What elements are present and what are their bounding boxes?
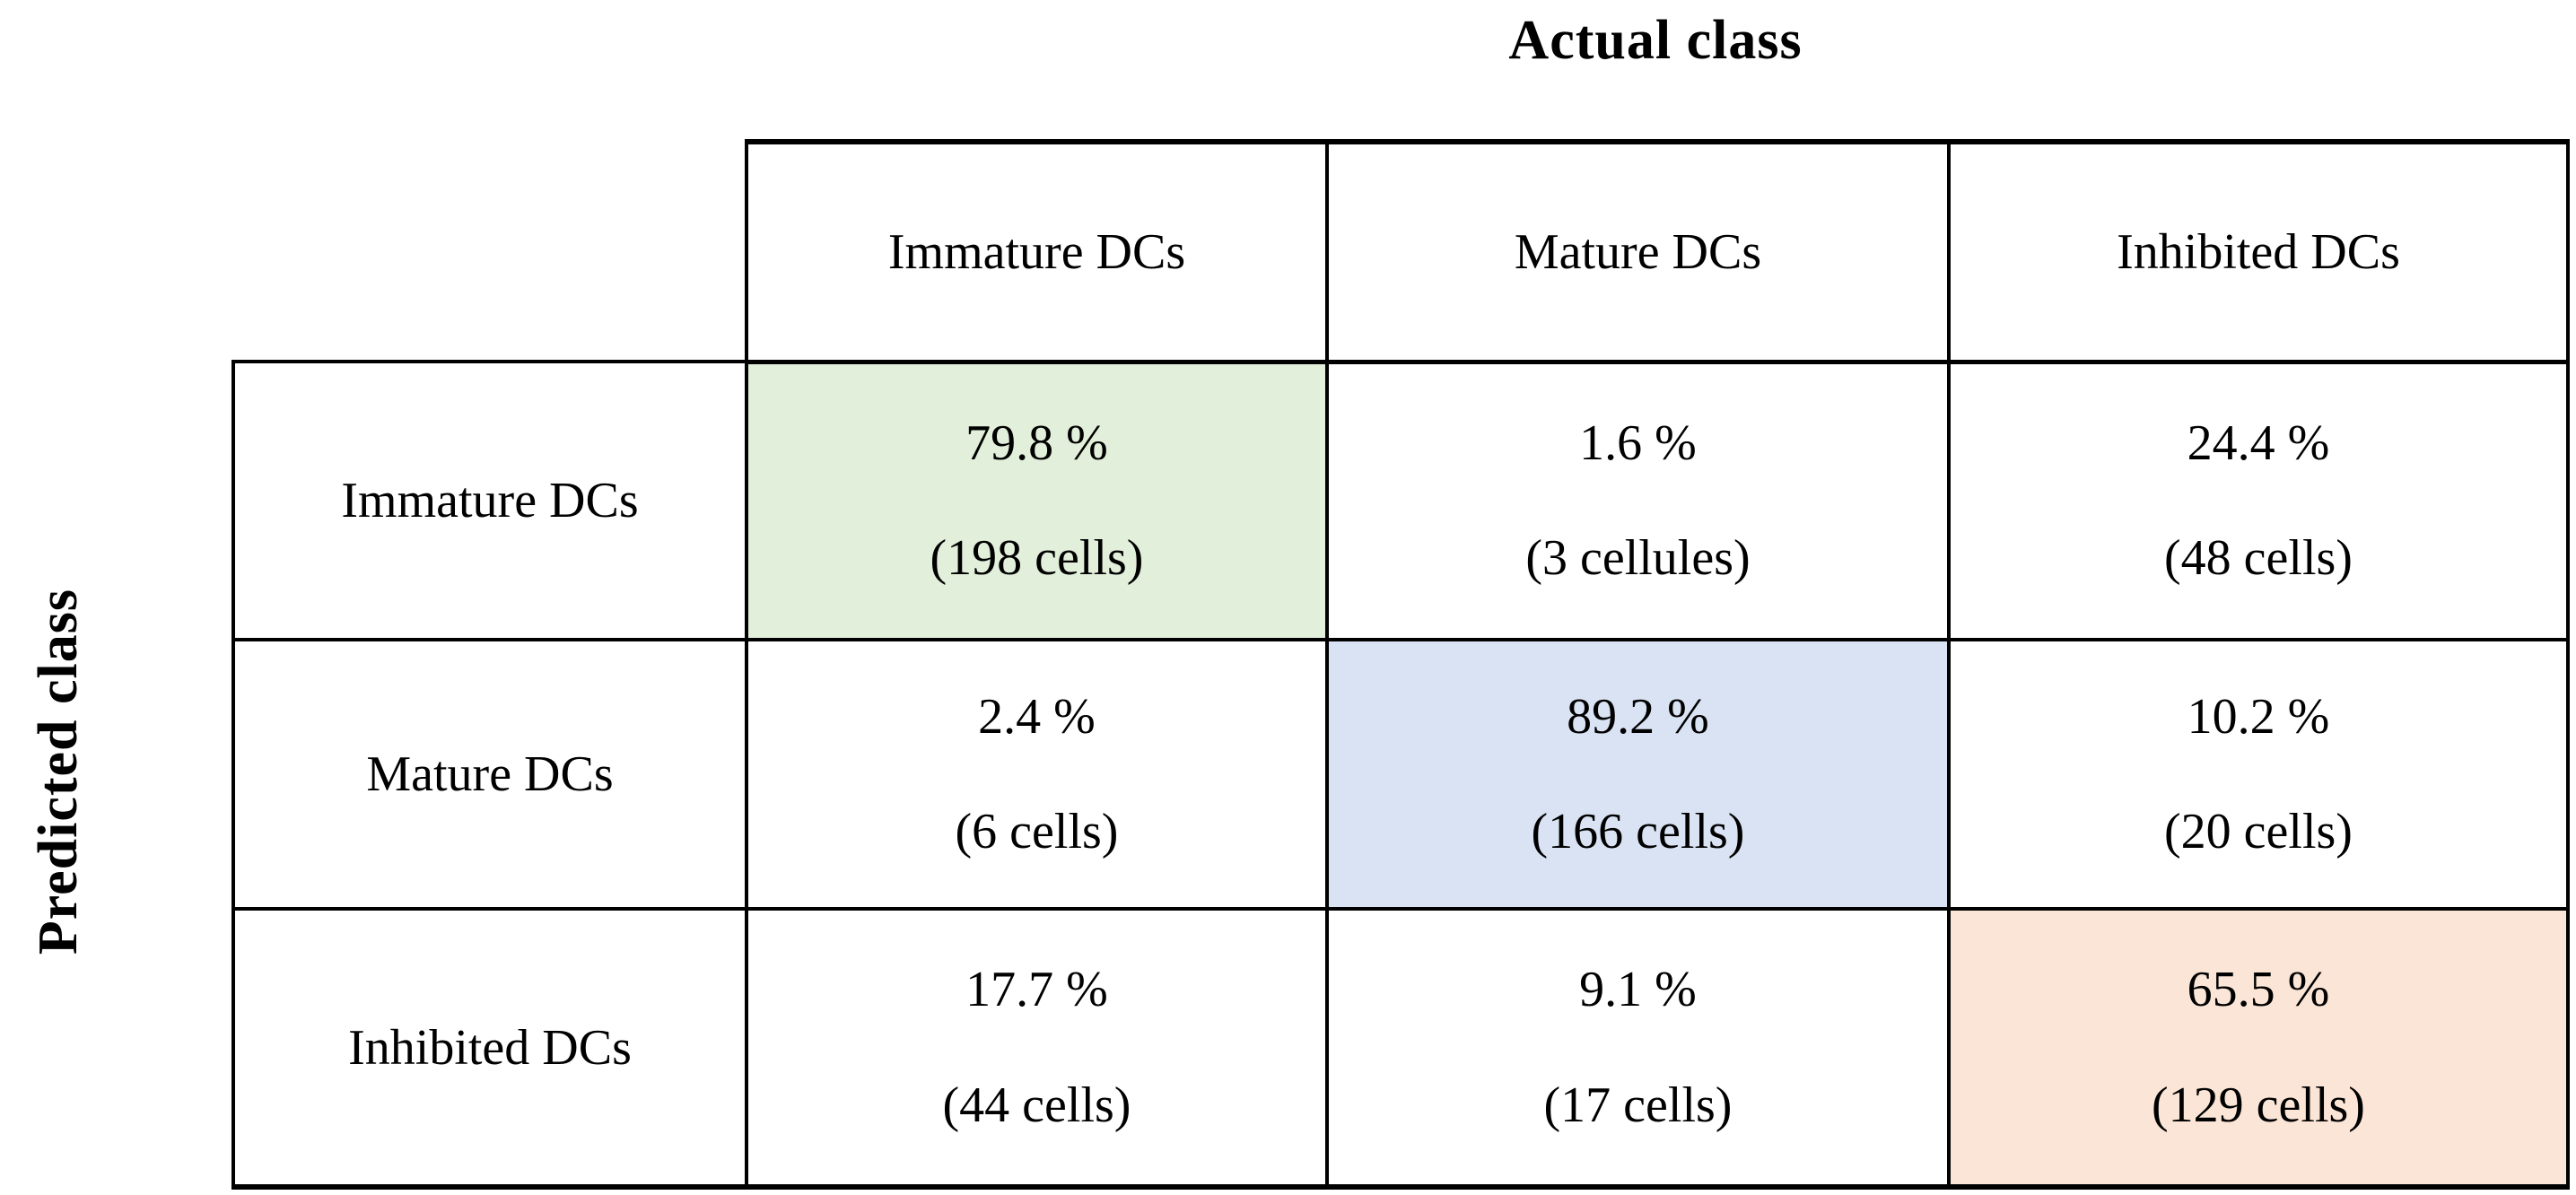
cell-percent: 65.5 % <box>2187 962 2330 1018</box>
actual-class-axis-title: Actual class <box>1508 10 1803 71</box>
cell-pred-immature-actual-inhibited: 24.4 % (48 cells) <box>1947 360 2570 641</box>
cell-count: (20 cells) <box>2164 804 2353 859</box>
cell-pred-inhibited-actual-immature: 17.7 % (44 cells) <box>745 907 1329 1190</box>
column-header-immature-dcs: Immature DCs <box>745 139 1329 364</box>
cell-pred-immature-actual-mature: 1.6 % (3 cellules) <box>1325 360 1951 641</box>
cell-percent: 79.8 % <box>965 414 1108 471</box>
cell-percent: 24.4 % <box>2187 414 2330 471</box>
cell-percent: 9.1 % <box>1579 962 1697 1018</box>
cell-percent: 89.2 % <box>1567 688 1709 745</box>
corner-empty-cell <box>233 142 747 362</box>
cell-pred-immature-actual-immature: 79.8 % (198 cells) <box>745 360 1329 641</box>
cell-count: (166 cells) <box>1531 804 1745 859</box>
table-row-immature-dcs: Immature DCs 79.8 % (198 cells) 1.6 % (3… <box>231 360 2570 641</box>
cell-count: (17 cells) <box>1543 1077 1733 1133</box>
row-header-immature-dcs: Immature DCs <box>231 360 748 641</box>
cell-percent: 1.6 % <box>1579 414 1697 471</box>
predicted-class-axis-title-container: Predicted class <box>0 359 117 1184</box>
row-header-inhibited-dcs: Inhibited DCs <box>231 907 748 1190</box>
cell-count: (129 cells) <box>2152 1077 2365 1133</box>
column-header-inhibited-dcs: Inhibited DCs <box>1947 139 2570 364</box>
cell-pred-inhibited-actual-inhibited: 65.5 % (129 cells) <box>1947 907 2570 1190</box>
cell-pred-mature-actual-inhibited: 10.2 % (20 cells) <box>1947 638 2570 911</box>
cell-count: (3 cellules) <box>1525 530 1751 587</box>
cell-count: (44 cells) <box>942 1077 1131 1133</box>
cell-pred-mature-actual-mature: 89.2 % (166 cells) <box>1325 638 1951 911</box>
cell-count: (198 cells) <box>930 530 1144 587</box>
cell-count: (48 cells) <box>2164 530 2353 587</box>
cell-count: (6 cells) <box>955 804 1119 859</box>
cell-percent: 17.7 % <box>965 962 1108 1018</box>
confusion-matrix-table: Immature DCs Mature DCs Inhibited DCs Im… <box>231 139 2570 1190</box>
cell-percent: 2.4 % <box>978 688 1096 745</box>
column-header-mature-dcs: Mature DCs <box>1325 139 1951 364</box>
row-header-mature-dcs: Mature DCs <box>231 638 748 911</box>
table-row-mature-dcs: Mature DCs 2.4 % (6 cells) 89.2 % (166 c… <box>231 638 2570 911</box>
predicted-class-axis-title: Predicted class <box>27 588 89 955</box>
column-header-row: Immature DCs Mature DCs Inhibited DCs <box>233 139 2570 364</box>
table-row-inhibited-dcs: Inhibited DCs 17.7 % (44 cells) 9.1 % (1… <box>231 907 2570 1190</box>
cell-pred-mature-actual-immature: 2.4 % (6 cells) <box>745 638 1329 911</box>
cell-pred-inhibited-actual-mature: 9.1 % (17 cells) <box>1325 907 1951 1190</box>
cell-percent: 10.2 % <box>2187 688 2330 745</box>
